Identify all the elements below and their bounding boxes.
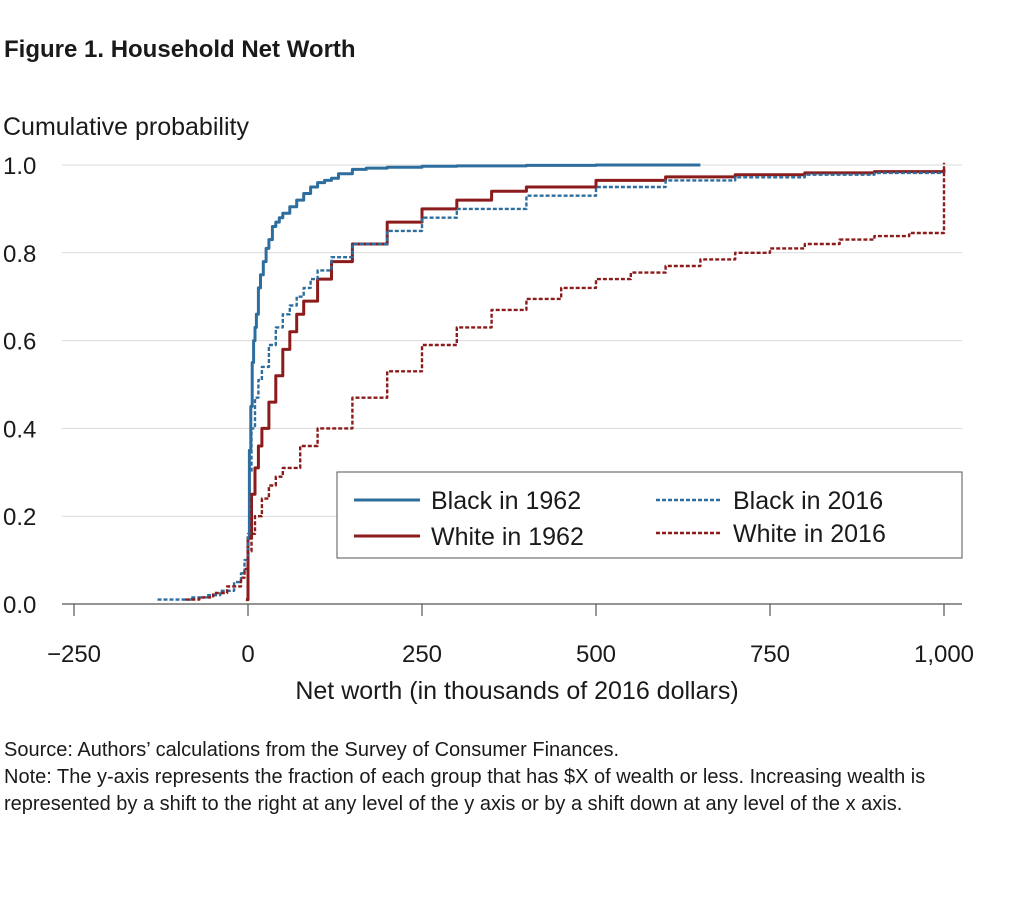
x-axis-label: Net worth (in thousands of 2016 dollars): [295, 677, 738, 705]
x-tick-label: 0: [241, 641, 254, 668]
legend-label: Black in 2016: [733, 487, 883, 515]
figure-title: Figure 1. Household Net Worth: [4, 36, 356, 63]
notes: Source: Authors’ calculations from the S…: [4, 737, 1014, 818]
source-note: Source: Authors’ calculations from the S…: [4, 739, 620, 761]
x-tick-label: −250: [47, 641, 101, 668]
series-line: [157, 171, 946, 601]
x-tick-label: 250: [402, 641, 442, 668]
x-tick-label: 750: [750, 641, 790, 668]
explanatory-note: Note: The y-axis represents the fraction…: [4, 766, 926, 815]
legend-label: Black in 1962: [431, 487, 581, 515]
legend-label: White in 2016: [733, 520, 886, 548]
series-line: [246, 163, 701, 597]
legend: Black in 1962 White in 1962 Black in 2016 W…: [336, 471, 963, 559]
legend-label: White in 1962: [431, 523, 584, 551]
series-line: [245, 169, 946, 602]
series-line: [185, 162, 946, 601]
legend-box: [336, 471, 963, 559]
y-tick-label: 0.4: [3, 416, 36, 443]
y-tick-label: 0.6: [3, 329, 36, 356]
y-axis-label: Cumulative probability: [3, 113, 249, 141]
x-tick-label: 500: [576, 641, 616, 668]
y-tick-label: 0.2: [3, 504, 36, 531]
y-tick-label: 0.0: [3, 592, 36, 619]
y-tick-label: 0.8: [3, 241, 36, 268]
chart: Cumulative probability 0.0 0.2 0.4 0.6 0.8 1.…: [3, 113, 974, 705]
y-tick-label: 1.0: [3, 153, 36, 180]
y-tick-labels: 0.0 0.2 0.4 0.6 0.8 1.0: [3, 153, 36, 619]
series-lines: [157, 162, 946, 602]
grid-lines: [62, 164, 962, 517]
x-ticks: −250 0 250 500 750 1,000: [47, 604, 974, 668]
x-tick-label: 1,000: [914, 641, 974, 668]
